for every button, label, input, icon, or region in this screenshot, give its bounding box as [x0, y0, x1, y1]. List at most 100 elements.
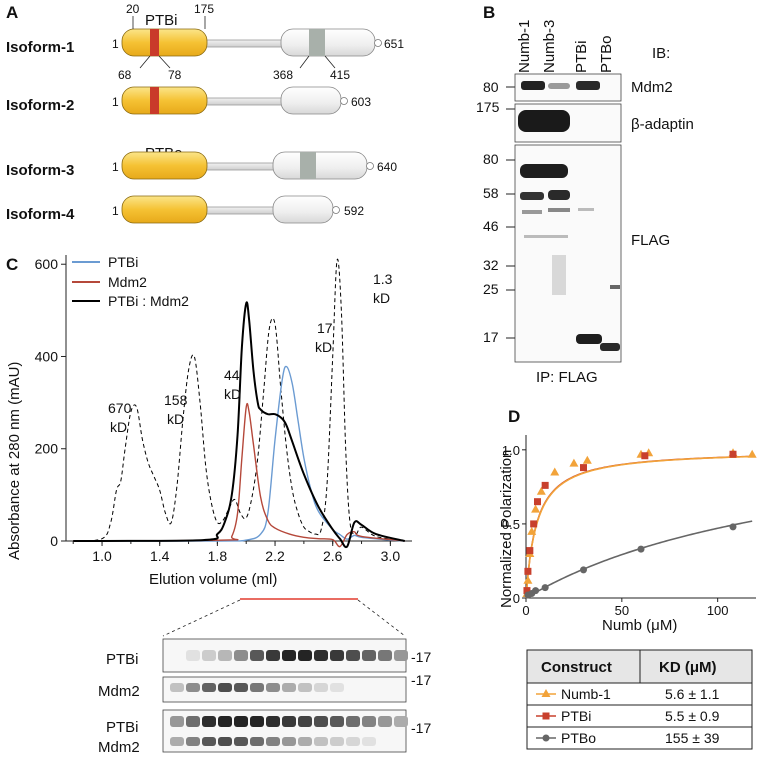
blot-flag-marker-25: 25: [483, 281, 499, 297]
kd-row-1-marker: [541, 689, 551, 697]
gel-band: [202, 683, 216, 692]
blot-flag-marker-32: 32: [483, 257, 499, 273]
d-point-ptbo: [637, 545, 645, 553]
d-point-ptbi: [523, 587, 531, 595]
gel-band: [298, 737, 312, 746]
lane-label-numb-1: Numb-1: [516, 20, 533, 73]
gel-band: [218, 650, 232, 661]
kd-row-1-kd: 5.6 ± 1.1: [665, 686, 720, 702]
gel-band: [170, 683, 184, 692]
gel-ptbi-label: PTBi: [106, 651, 139, 668]
c-series-standards: [73, 258, 405, 542]
gel-band: [362, 650, 376, 661]
d-series: [522, 448, 757, 599]
kd-row-1-construct: Numb-1: [561, 686, 611, 702]
c-annot-44-unit: kD: [224, 386, 241, 402]
isoform-2-start: 1: [112, 95, 119, 109]
lane-label-ptbi: PTBi: [573, 40, 590, 73]
gel-band: [362, 716, 376, 727]
gel-band: [250, 650, 264, 661]
d-xtick-label: 100: [707, 603, 729, 618]
c-legend-complex: PTBi : Mdm2: [108, 293, 189, 309]
isoform-3-prr-domain: [272, 151, 368, 180]
gel-complex-ptbi-label: PTBi: [106, 719, 139, 736]
gel-band: [170, 737, 184, 746]
pos-415: 415: [330, 68, 350, 82]
isoform-3-ptb-domain: [121, 151, 208, 180]
isoform-4: Isoform-4 1 592: [6, 195, 364, 224]
isoform-2-end: 603: [351, 95, 371, 109]
kd-row-2-construct: PTBi: [561, 708, 591, 724]
blot-mdm2-band-ptbi: [576, 81, 600, 90]
isoform-1-c-terminus: [374, 39, 382, 47]
isoform-4-prr-domain: [272, 195, 334, 224]
c-annot-1-3-unit: kD: [373, 290, 390, 306]
d-point-numb-1: [536, 486, 546, 495]
pos-368-line: [299, 55, 310, 69]
gel-band: [346, 650, 360, 661]
c-series-ptbi-mdm2: [73, 301, 406, 549]
d-point-ptbo: [541, 584, 549, 592]
c-annot-17-unit: kD: [315, 339, 332, 355]
blot-badaptin-band-numb: [518, 110, 570, 132]
gel-complex-mdm2-label: Mdm2: [98, 739, 140, 756]
isoform-4-end: 592: [344, 204, 364, 218]
d-fit-ptbo: [525, 520, 753, 599]
gel-band: [282, 737, 296, 746]
gel-band: [234, 683, 248, 692]
gel-band: [330, 737, 344, 746]
blot-mdm2-label: Mdm2: [631, 79, 673, 96]
isoform-2-linker: [200, 97, 292, 106]
c-ylabel: Absorbance at 280 nm (mAU): [6, 362, 23, 560]
gel-band: [250, 683, 264, 692]
isoform-1-prr-insert: [309, 29, 325, 56]
kd-table: Construct KD (μM) Numb-1 5.6 ± 1.1 PTBi …: [526, 649, 753, 750]
d-point-ptbi: [534, 498, 541, 506]
gel-band: [282, 716, 296, 727]
c-annot-670: 670: [108, 400, 132, 416]
gel-band: [298, 716, 312, 727]
gel-band: [186, 683, 200, 692]
isoform-3-prr-insert: [300, 152, 316, 179]
c-legend-ptbi: PTBi: [108, 254, 138, 270]
panel-c: C Absorbance at 280 nm (mAU) Elution vol…: [6, 254, 431, 756]
kd-row-3-kd: 155 ± 39: [665, 730, 720, 746]
gel-band: [266, 650, 280, 661]
blot-badaptin-marker-175: 175: [476, 99, 500, 115]
gel-band: [250, 716, 264, 727]
isoform-1-end: 651: [384, 37, 404, 51]
kd-row-3-construct: PTBo: [561, 730, 596, 746]
blot-badaptin-label: β-adaptin: [631, 116, 694, 133]
blot-flag-marker-46: 46: [483, 218, 499, 234]
isoform-1-ptb-domain: [121, 28, 208, 57]
c-annot-158-unit: kD: [167, 411, 184, 427]
gel-band: [218, 683, 232, 692]
gel-band: [234, 737, 248, 746]
panel-a: A Isoform-1 1 651 20 PTBi 175 68 78 368 …: [6, 2, 404, 224]
pos-368: 368: [273, 68, 293, 82]
gel-band: [202, 737, 216, 746]
isoform-2: Isoform-2 1 603: [6, 86, 371, 115]
isoform-1-start: 1: [112, 37, 119, 51]
kd-table-header-construct: Construct: [541, 659, 612, 676]
c-xtick-label: 2.6: [323, 548, 343, 564]
d-point-ptbi: [641, 452, 649, 460]
d-ylabel: Normalized Polarization: [498, 450, 515, 608]
blot-flag-bands: [520, 164, 620, 351]
blot-flag: [514, 144, 622, 363]
gel-band: [330, 650, 344, 661]
panel-d: D Normalized Polarization Numb (μM) 0 0.5…: [498, 407, 757, 750]
pos-68: 68: [118, 68, 132, 82]
gel-band: [266, 737, 280, 746]
c-ytick-label: 0: [50, 533, 58, 549]
gel-mdm2-bands: [170, 683, 344, 692]
isoform-3-start: 1: [112, 160, 119, 174]
gel-ptbi-bands: [186, 650, 408, 661]
gel-band: [330, 683, 344, 692]
d-point-numb-1: [569, 458, 579, 467]
gel-band: [218, 716, 232, 727]
isoform-2-ptb-domain: [121, 86, 208, 115]
gel-band: [378, 650, 392, 661]
d-fit-numb-1: [525, 455, 753, 599]
